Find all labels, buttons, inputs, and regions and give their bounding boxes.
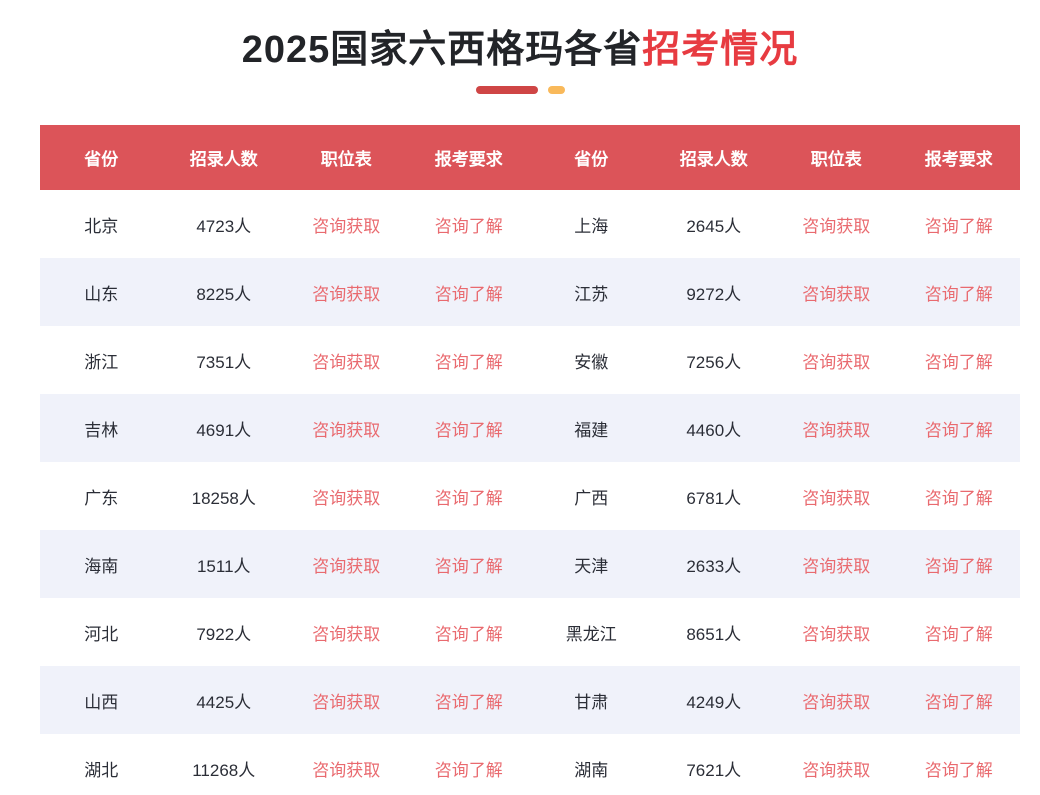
requirements-link[interactable]: 咨询了解 [434,352,503,372]
requirements-link[interactable]: 咨询了解 [434,556,503,576]
position-table-link[interactable]: 咨询获取 [802,216,871,236]
requirements-link[interactable]: 咨询了解 [924,420,993,440]
header-cell: 报考要求 [924,150,993,169]
recruit-count-cell: 1511人 [196,556,251,576]
province-cell: 上海 [574,216,609,236]
province-cell: 山东 [84,284,119,304]
province-cell: 黑龙江 [565,624,617,644]
province-cell: 江苏 [574,284,609,304]
requirements-link[interactable]: 咨询了解 [434,488,503,508]
province-cell: 广东 [84,488,119,508]
position-table-link[interactable]: 咨询获取 [312,692,381,712]
position-table-link[interactable]: 咨询获取 [802,284,871,304]
recruit-count-cell: 7351人 [196,352,252,372]
header-cell: 招录人数 [189,150,258,169]
recruit-count-cell: 18258人 [191,488,256,508]
table-row: 山东 8225人 咨询获取 咨询了解 江苏 9272人 咨询获取 咨询了解 [40,258,1020,326]
requirements-link[interactable]: 咨询了解 [434,216,503,236]
requirements-link[interactable]: 咨询了解 [924,760,993,780]
position-table-link[interactable]: 咨询获取 [802,352,871,372]
table-row: 北京 4723人 咨询获取 咨询了解 上海 2645人 咨询获取 咨询了解 [40,190,1020,258]
province-cell: 北京 [84,216,119,236]
recruit-count-cell: 4723人 [196,216,252,236]
position-table-link[interactable]: 咨询获取 [802,624,871,644]
requirements-link[interactable]: 咨询了解 [434,760,503,780]
table-row: 吉林 4691人 咨询获取 咨询了解 福建 4460人 咨询获取 咨询了解 [40,394,1020,462]
province-cell: 湖南 [574,760,609,780]
divider-red-bar [475,86,538,94]
requirements-link[interactable]: 咨询了解 [434,624,503,644]
title-divider [0,86,1040,94]
table-row: 河北 7922人 咨询获取 咨询了解 黑龙江 8651人 咨询获取 咨询了解 [40,598,1020,666]
requirements-link[interactable]: 咨询了解 [924,284,993,304]
position-table-link[interactable]: 咨询获取 [312,760,381,780]
position-table-link[interactable]: 咨询获取 [312,284,381,304]
header-cell: 报考要求 [434,150,503,169]
table-row: 浙江 7351人 咨询获取 咨询了解 安徽 7256人 咨询获取 咨询了解 [40,326,1020,394]
header-cell: 职位表 [810,150,862,169]
province-cell: 湖北 [84,760,119,780]
position-table-link[interactable]: 咨询获取 [802,760,871,780]
requirements-link[interactable]: 咨询了解 [924,624,993,644]
table-header-row: 省份 招录人数 职位表 报考要求 省份 招录人数 职位表 报考要求 [40,125,1020,190]
province-cell: 天津 [574,556,609,576]
requirements-link[interactable]: 咨询了解 [924,556,993,576]
page-title: 2025国家六西格玛各省招考情况 [0,26,1040,74]
recruit-count-cell: 4425人 [196,692,252,712]
recruit-count-cell: 6781人 [686,488,742,508]
province-cell: 山西 [84,692,119,712]
position-table-link[interactable]: 咨询获取 [312,216,381,236]
position-table-link[interactable]: 咨询获取 [312,420,381,440]
recruitment-table: 省份 招录人数 职位表 报考要求 省份 招录人数 职位表 报考要求 北京 4723人 咨询获取 咨询… [40,125,1020,795]
province-cell: 安徽 [574,352,609,372]
requirements-link[interactable]: 咨询了解 [434,692,503,712]
header-cell: 省份 [574,150,609,169]
header-cell: 职位表 [320,150,372,169]
recruit-count-cell: 7256人 [686,352,742,372]
position-table-link[interactable]: 咨询获取 [312,624,381,644]
recruit-count-cell: 11268人 [192,760,256,780]
position-table-link[interactable]: 咨询获取 [312,488,381,508]
position-table-link[interactable]: 咨询获取 [802,488,871,508]
recruit-count-cell: 4249人 [686,692,742,712]
divider-orange-bar [547,86,565,94]
province-cell: 广西 [574,488,609,508]
province-cell: 海南 [84,556,119,576]
requirements-link[interactable]: 咨询了解 [924,692,993,712]
recruit-count-cell: 9272人 [686,284,742,304]
table-row: 广东 18258人 咨询获取 咨询了解 广西 6781人 咨询获取 咨询了解 [40,462,1020,530]
position-table-link[interactable]: 咨询获取 [802,420,871,440]
province-cell: 福建 [574,420,609,440]
page-title-highlight: 招考情况 [642,29,799,71]
table-row: 海南 1511人 咨询获取 咨询了解 天津 2633人 咨询获取 咨询了解 [40,530,1020,598]
province-cell: 甘肃 [574,692,609,712]
recruit-count-cell: 2645人 [686,216,742,236]
requirements-link[interactable]: 咨询了解 [924,488,993,508]
recruit-count-cell: 7621人 [686,760,742,780]
recruit-count-cell: 4691人 [196,420,252,440]
recruit-count-cell: 2633人 [686,556,742,576]
position-table-link[interactable]: 咨询获取 [312,556,381,576]
position-table-link[interactable]: 咨询获取 [802,692,871,712]
position-table-link[interactable]: 咨询获取 [802,556,871,576]
requirements-link[interactable]: 咨询了解 [434,284,503,304]
table-body: 北京 4723人 咨询获取 咨询了解 上海 2645人 咨询获取 咨询了解 山东 8225人 咨询获… [40,190,1020,795]
province-cell: 浙江 [84,352,119,372]
table-row: 湖北 11268人 咨询获取 咨询了解 湖南 7621人 咨询获取 咨询了解 [40,734,1020,795]
recruit-count-cell: 4460人 [686,420,742,440]
requirements-link[interactable]: 咨询了解 [924,352,993,372]
requirements-link[interactable]: 咨询了解 [924,216,993,236]
province-cell: 吉林 [84,420,119,440]
province-cell: 河北 [84,624,119,644]
recruit-count-cell: 8651人 [686,624,742,644]
table-row: 山西 4425人 咨询获取 咨询了解 甘肃 4249人 咨询获取 咨询了解 [40,666,1020,734]
position-table-link[interactable]: 咨询获取 [312,352,381,372]
requirements-link[interactable]: 咨询了解 [434,420,503,440]
header-cell: 省份 [84,150,119,169]
recruit-count-cell: 7922人 [196,624,252,644]
page-title-black: 2025国家六西格玛各省 [241,29,643,71]
recruit-count-cell: 8225人 [196,284,252,304]
header-cell: 招录人数 [679,150,748,169]
